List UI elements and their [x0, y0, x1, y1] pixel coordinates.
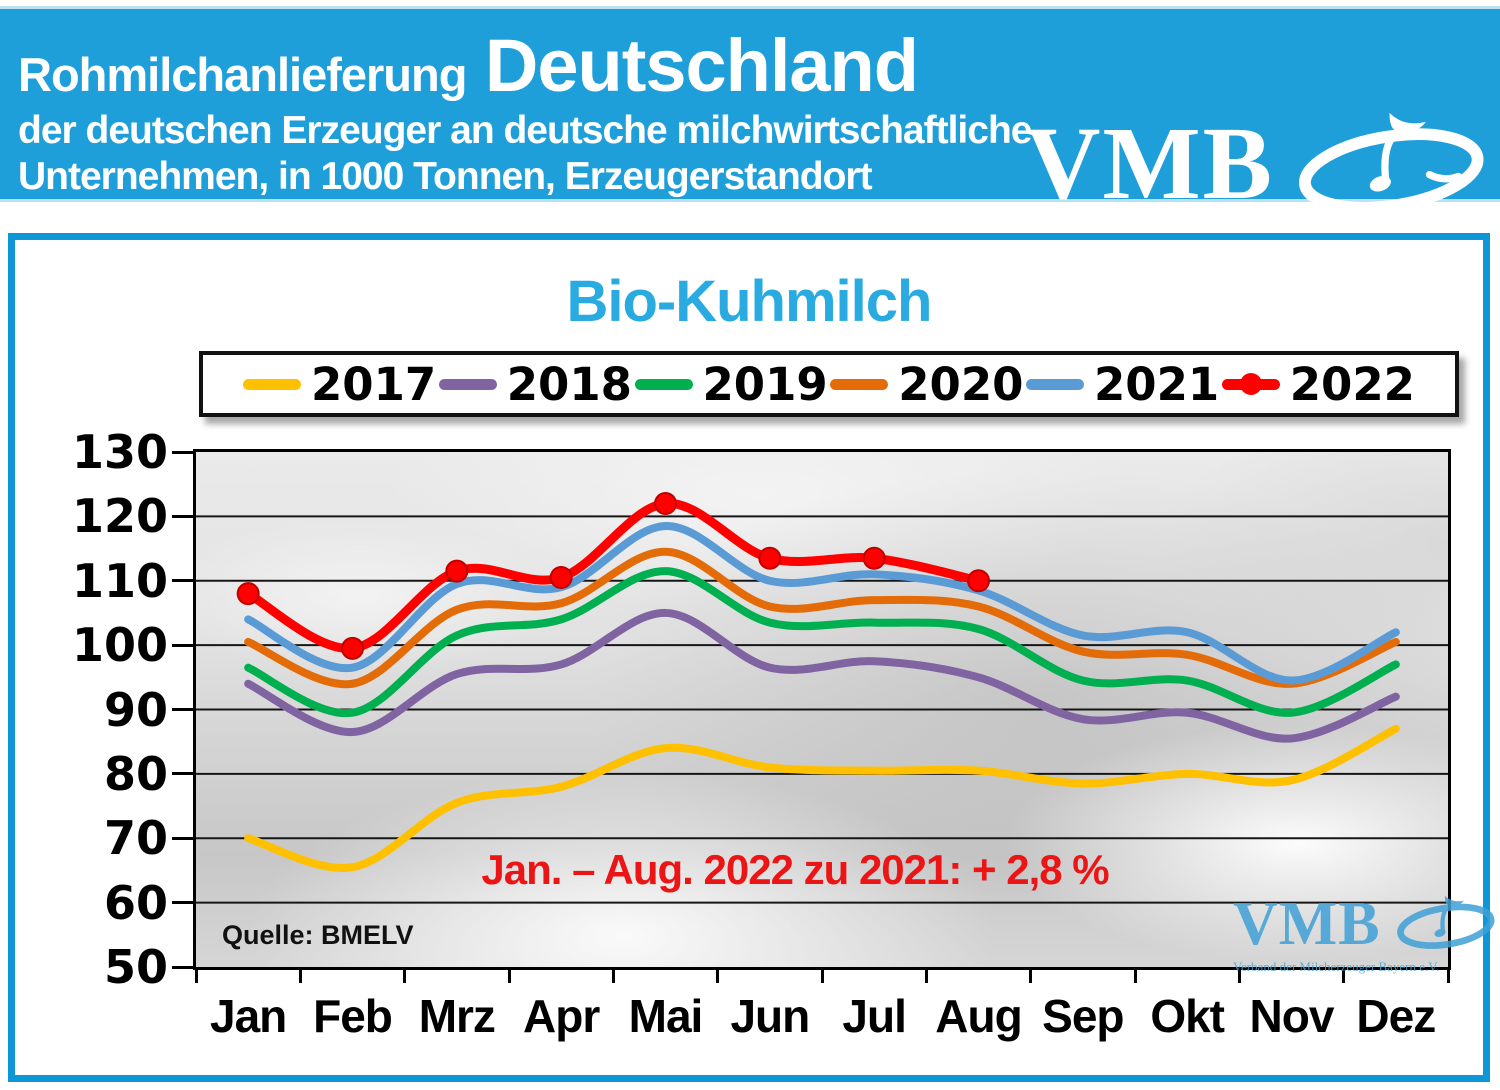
x-axis-tick — [1029, 970, 1033, 983]
x-axis-label-Jul: Jul — [842, 990, 906, 1042]
x-axis-tick — [820, 970, 824, 983]
banner-title-prefix: Rohmilchanlieferung — [18, 48, 467, 101]
data-point-2022 — [654, 492, 677, 515]
legend-swatch-2021 — [1026, 378, 1084, 390]
y-axis-label: 80 — [103, 746, 168, 801]
banner-title: Rohmilchanlieferung Deutschland — [18, 29, 919, 103]
banner-subtitle-line1: der deutschen Erzeuger an deutsche milch… — [18, 109, 1032, 152]
legend-label: 2018 — [506, 357, 632, 411]
banner-subtitle-line2: Unternehmen, in 1000 Tonnen, Erzeugersta… — [18, 155, 873, 198]
legend-swatch-2017 — [243, 378, 301, 390]
data-point-2022 — [967, 569, 990, 593]
x-axis-tick — [611, 970, 615, 983]
x-axis-tick — [1342, 970, 1346, 983]
legend-entry-2019: 2019 — [634, 357, 828, 411]
y-axis-label: 130 — [71, 425, 168, 479]
legend-swatch-2022 — [1221, 372, 1280, 395]
watermark-logo-text: VMB — [1233, 889, 1381, 958]
series-line-2017 — [244, 724, 1400, 872]
y-axis-tick — [172, 514, 196, 518]
y-axis-label: 50 — [103, 940, 168, 994]
annotation-text: Jan. – Aug. 2022 zu 2021: + 2,8 % — [481, 846, 1109, 893]
x-axis-label-Okt: Okt — [1150, 990, 1225, 1042]
banner-title-country: Deutschland — [484, 24, 919, 107]
x-axis-label-Mrz: Mrz — [418, 990, 496, 1042]
vmb-swirl-icon — [1284, 101, 1484, 226]
x-axis-label-Apr: Apr — [523, 990, 600, 1042]
x-axis-tick — [1133, 970, 1137, 983]
series-line-2021 — [244, 522, 1400, 685]
watermark-logo: VMB Verband der Milcherzeuger Bayern e.V… — [1233, 889, 1495, 975]
x-axis-label-Nov: Nov — [1249, 990, 1335, 1042]
y-axis-tick — [172, 836, 196, 840]
data-point-2022 — [341, 636, 364, 660]
x-axis-tick — [716, 970, 720, 983]
y-axis-label: 70 — [103, 811, 168, 866]
legend-label: 2021 — [1094, 357, 1220, 411]
watermark-subtext: Verband der Milcherzeuger Bayern e.V. — [1233, 959, 1440, 974]
x-axis-label-Sep: Sep — [1042, 990, 1124, 1042]
series-line-2020 — [244, 547, 1400, 689]
data-point-2022 — [445, 559, 469, 583]
legend-marker-dot — [1239, 372, 1262, 395]
y-axis-label: 90 — [103, 682, 168, 737]
y-axis-tick — [172, 708, 196, 711]
x-axis-label-Mai: Mai — [628, 990, 704, 1042]
data-point-2022 — [549, 566, 573, 590]
y-axis-label: 110 — [71, 553, 168, 608]
vmb-logo: VMB — [1025, 101, 1484, 226]
x-axis-tick — [298, 970, 302, 983]
data-point-2022 — [862, 546, 886, 570]
legend: 2017 2018 2019 2020 2021 2022 — [199, 351, 1459, 417]
legend-swatch-2019 — [634, 378, 693, 390]
legend-label: 2019 — [702, 357, 828, 411]
legend-label: 2020 — [898, 357, 1024, 411]
chart-title: Bio-Kuhmilch — [566, 269, 933, 334]
y-axis-tick — [172, 450, 196, 454]
x-axis-tick — [194, 970, 198, 983]
header-banner: Rohmilchanlieferung Deutschland der deut… — [0, 6, 1500, 215]
legend-label: 2022 — [1289, 357, 1415, 411]
x-axis-tick — [1446, 970, 1450, 983]
y-axis-label: 60 — [103, 875, 168, 930]
line-chart — [196, 492, 1448, 904]
x-axis-label-Jan: Jan — [210, 990, 287, 1042]
x-axis-label-Aug: Aug — [935, 990, 1022, 1042]
y-axis-label: 120 — [71, 489, 168, 544]
y-axis-tick — [172, 579, 196, 583]
x-axis-label-Dez: Dez — [1356, 990, 1436, 1042]
series-line-2018 — [244, 608, 1400, 743]
legend-entry-2020: 2020 — [830, 357, 1024, 411]
legend-swatch-2018 — [438, 378, 497, 390]
x-axis-tick — [924, 970, 928, 983]
legend-swatch-2020 — [830, 378, 889, 390]
x-axis-label-Feb: Feb — [313, 990, 393, 1042]
y-axis-tick — [172, 772, 196, 776]
vmb-logo-text: VMB — [1025, 105, 1274, 221]
x-axis-tick — [507, 970, 511, 983]
x-axis-label-Jun: Jun — [730, 990, 810, 1042]
legend-label: 2017 — [311, 357, 437, 411]
y-axis-tick — [172, 643, 196, 647]
x-axis-tick — [403, 970, 407, 983]
y-axis-tick — [172, 901, 196, 905]
y-axis-tick — [172, 965, 196, 969]
legend-entry-2017: 2017 — [243, 362, 436, 407]
legend-entry-2022: 2022 — [1221, 357, 1415, 411]
legend-entry-2021: 2021 — [1026, 362, 1219, 407]
data-point-2022 — [236, 582, 260, 606]
source-label: Quelle: BMELV — [222, 920, 414, 950]
plot-area — [193, 449, 1451, 970]
watermark-swirl-icon — [1387, 890, 1497, 957]
x-axis-tick — [1237, 970, 1241, 983]
legend-entry-2018: 2018 — [438, 357, 632, 411]
data-point-2022 — [758, 546, 782, 570]
y-axis-label: 100 — [71, 618, 168, 673]
series-line-2019 — [244, 567, 1400, 718]
